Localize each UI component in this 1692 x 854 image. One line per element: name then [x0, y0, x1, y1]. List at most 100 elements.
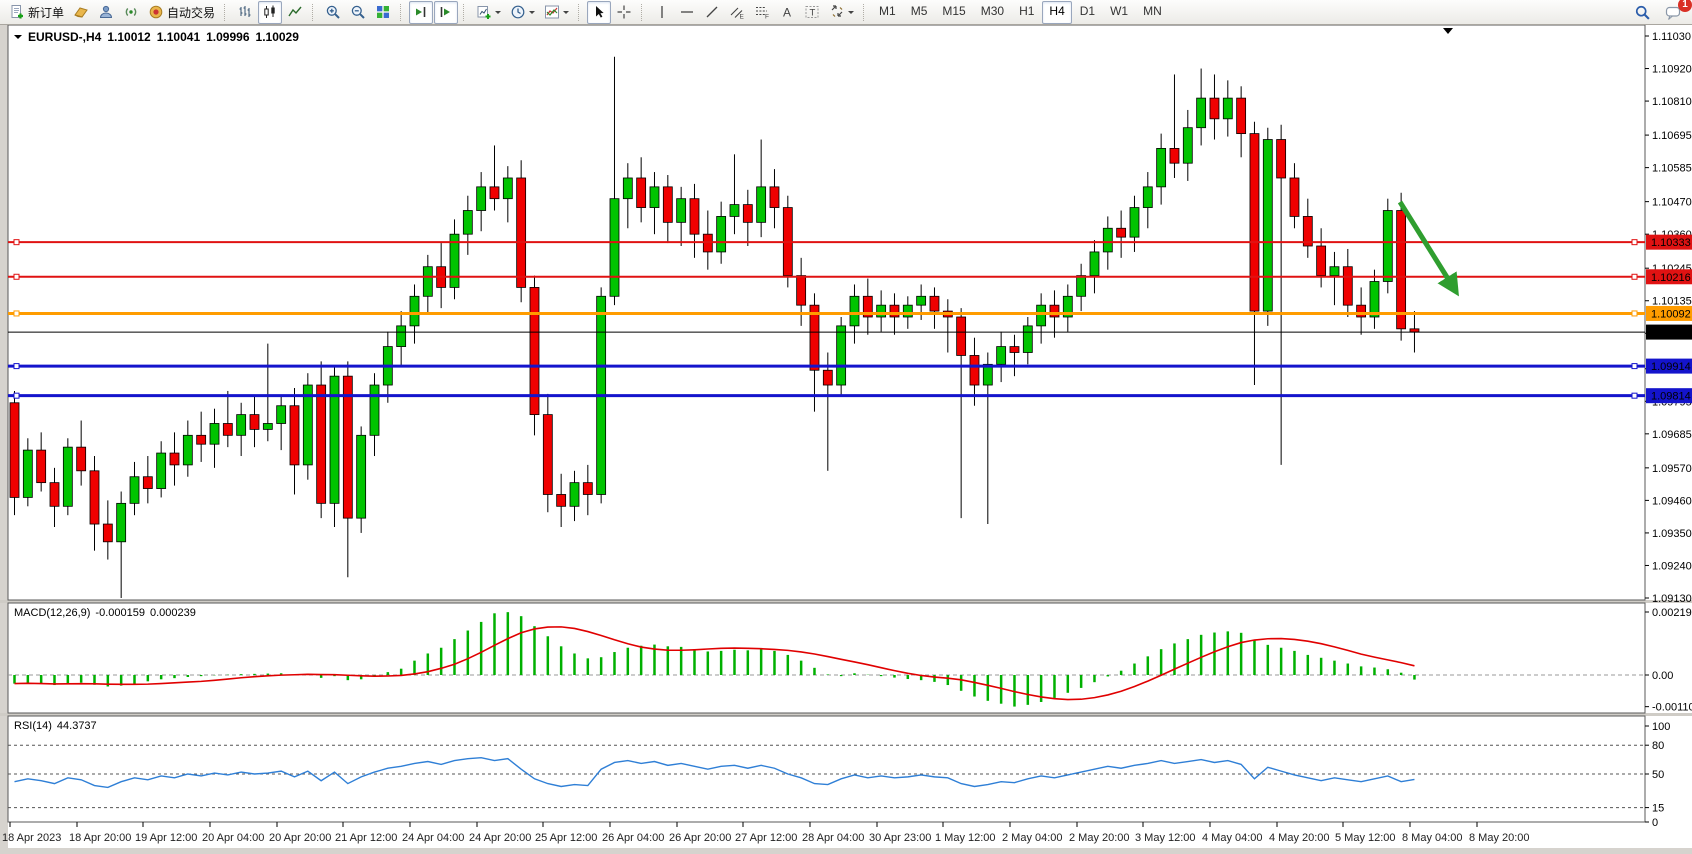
fibonacci-button[interactable]: F [750, 1, 774, 24]
styler-button[interactable] [69, 1, 93, 24]
signals-icon [125, 8, 137, 16]
equidistant-channel-button[interactable]: E [725, 1, 749, 24]
chat-icon [1665, 6, 1681, 20]
crosshair-button[interactable] [612, 1, 636, 24]
macd-name: MACD(12,26,9) [14, 607, 91, 619]
auto-scroll-button[interactable] [409, 0, 434, 24]
svg-text:1.09914: 1.09914 [1651, 361, 1691, 373]
chart-title: EURUSD-,H4 1.10012 1.10041 1.09996 1.100… [14, 30, 299, 44]
timeframe-m30[interactable]: M30 [980, 3, 1005, 18]
price-badge [1646, 269, 1692, 285]
signals-button[interactable] [119, 1, 143, 24]
svg-text:4 May 20:00: 4 May 20:00 [1269, 832, 1330, 844]
bar-chart-button[interactable] [233, 1, 257, 24]
svg-text:15: 15 [1652, 803, 1664, 815]
indicators-icon [545, 5, 560, 19]
horizontal-line-button[interactable] [675, 1, 699, 24]
svg-text:19 Apr 12:00: 19 Apr 12:00 [135, 832, 197, 844]
candlestick-chart-icon [264, 5, 275, 18]
candlestick-chart-button[interactable] [258, 0, 283, 24]
new-chart-button[interactable] [472, 1, 505, 24]
svg-text:1.10092: 1.10092 [1651, 308, 1691, 320]
tile-windows-button[interactable] [371, 1, 395, 24]
new-chart-icon [477, 6, 491, 19]
timeframe-w1[interactable]: W1 [1110, 3, 1129, 18]
cursor-button[interactable] [587, 0, 612, 24]
timeframe-d1[interactable]: D1 [1079, 3, 1096, 18]
community-button[interactable] [94, 1, 118, 24]
svg-text:-0.001103: -0.001103 [1652, 702, 1692, 714]
fibonacci-icon: F [756, 7, 769, 20]
clock-icon [511, 5, 525, 19]
svg-text:100: 100 [1652, 721, 1670, 733]
zoom-in-button[interactable] [321, 1, 345, 24]
toolbar-separator [312, 3, 316, 21]
svg-text:1.09570: 1.09570 [1652, 463, 1692, 475]
dropdown-caret-icon [495, 11, 502, 17]
macd-axis: 0.002195 0.00 -0.001103 [8, 607, 1692, 714]
timeframe-mn[interactable]: MN [1143, 3, 1162, 18]
auto-trading-button[interactable]: 自动交易 [144, 1, 219, 24]
svg-text:1.10135: 1.10135 [1652, 296, 1692, 308]
chart-menu-icon[interactable] [14, 35, 22, 43]
search-button[interactable] [1630, 1, 1655, 24]
new-order-label: 新订单 [28, 5, 65, 20]
equidistant-channel-icon: E [730, 7, 745, 20]
price-badge [1646, 388, 1692, 404]
svg-text:26 Apr 20:00: 26 Apr 20:00 [669, 832, 731, 844]
tile-windows-icon [377, 6, 390, 18]
vertical-line-icon [661, 6, 663, 18]
svg-text:20 Apr 04:00: 20 Apr 04:00 [202, 832, 264, 844]
arrows-button[interactable] [825, 1, 858, 24]
chat-button[interactable]: 1 [1661, 0, 1692, 24]
svg-text:1.10029: 1.10029 [1651, 327, 1691, 339]
macd-layer [13, 612, 1416, 707]
toolbar-separator [463, 3, 467, 21]
text-label-button[interactable]: T [800, 1, 824, 24]
toolbar-separator [224, 3, 228, 21]
chart-shift-button[interactable] [434, 0, 459, 24]
notification-badge: 1 [1678, 0, 1692, 12]
dropdown-caret-icon [529, 11, 536, 17]
svg-text:80: 80 [1652, 740, 1664, 752]
timeframe-m1[interactable]: M1 [879, 3, 896, 18]
timeframe-h4[interactable]: H4 [1042, 0, 1072, 24]
vertical-line-button[interactable] [650, 1, 674, 24]
rsi-axis: 100 80 50 15 0 [8, 721, 1670, 829]
svg-text:5 May 12:00: 5 May 12:00 [1335, 832, 1396, 844]
text-button[interactable]: A [775, 1, 799, 24]
line-chart-button[interactable] [283, 1, 307, 24]
svg-text:2 May 20:00: 2 May 20:00 [1069, 832, 1130, 844]
svg-text:4 May 04:00: 4 May 04:00 [1202, 832, 1263, 844]
svg-text:A: A [783, 6, 791, 20]
timeframe-h1[interactable]: H1 [1019, 3, 1035, 18]
auto-trading-icon [149, 5, 163, 19]
svg-text:20 Apr 20:00: 20 Apr 20:00 [269, 832, 331, 844]
svg-text:18 Apr 20:00: 18 Apr 20:00 [69, 832, 131, 844]
new-order-button[interactable]: 新订单 [5, 1, 68, 24]
zoom-out-button[interactable] [346, 1, 370, 24]
search-icon [1635, 5, 1650, 20]
svg-text:1.10333: 1.10333 [1651, 237, 1691, 249]
toolbar-separator [400, 3, 404, 21]
svg-text:1.09460: 1.09460 [1652, 495, 1692, 507]
timeframe-m15[interactable]: M15 [942, 3, 966, 18]
community-icon [100, 5, 113, 18]
toolbar-separator [641, 3, 645, 21]
chart-high: 1.10041 [156, 30, 201, 44]
svg-text:30 Apr 23:00: 30 Apr 23:00 [869, 832, 931, 844]
cursor-icon [596, 6, 604, 18]
trendline-icon [706, 6, 718, 18]
svg-text:26 Apr 04:00: 26 Apr 04:00 [602, 832, 664, 844]
timeframe-m5[interactable]: M5 [910, 3, 928, 18]
bar-chart-icon [239, 6, 251, 17]
svg-text:T: T [810, 8, 816, 19]
svg-text:21 Apr 12:00: 21 Apr 12:00 [335, 832, 397, 844]
chart-symbol-period: EURUSD-,H4 [28, 30, 102, 44]
svg-text:0: 0 [1652, 817, 1658, 829]
periods-button[interactable] [506, 1, 539, 24]
trendline-button[interactable] [700, 1, 724, 24]
indicators-button[interactable] [540, 1, 573, 24]
